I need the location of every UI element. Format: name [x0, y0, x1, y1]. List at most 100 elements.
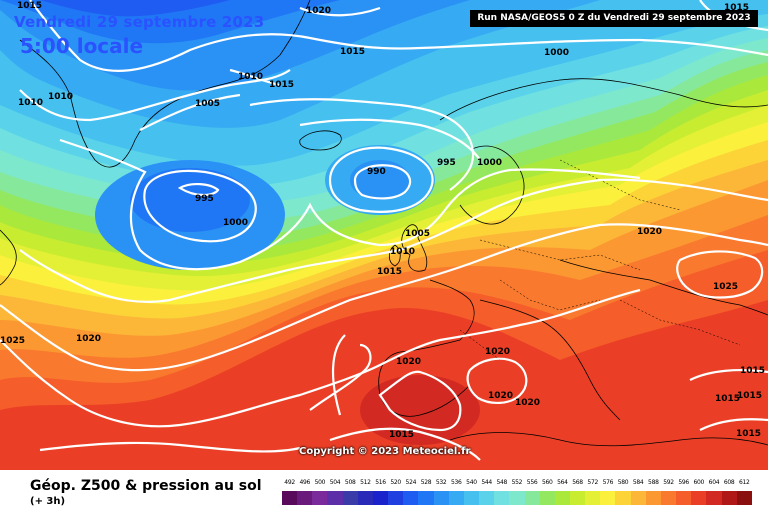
isobar-label: 1020	[637, 227, 662, 237]
scale-label: 512	[360, 479, 371, 486]
isobar-label: 1015	[715, 394, 740, 404]
scale-swatch	[448, 491, 464, 505]
scale-swatch	[569, 491, 586, 505]
scale-swatch	[372, 491, 389, 505]
copyright-notice: Copyright © 2023 Meteociel.fr	[299, 446, 471, 457]
isobar-1015-mid	[229, 68, 281, 87]
scale-swatch	[585, 491, 601, 505]
scale-swatch	[660, 491, 677, 505]
isobar-label: 1015	[724, 3, 749, 13]
scale-swatch	[327, 491, 343, 505]
isobar-1015-east-b	[699, 418, 768, 431]
isobar-label: 1025	[0, 336, 25, 346]
scale-swatch	[357, 491, 373, 505]
color-scale-bar	[282, 491, 752, 505]
coast-north-africa	[449, 432, 768, 447]
scale-swatch	[721, 491, 737, 505]
scale-label: 608	[723, 479, 735, 486]
band-524	[40, 0, 230, 17]
scale-label: 544	[481, 479, 492, 486]
scale-swatch	[312, 491, 328, 505]
isobar-label: 1010	[48, 92, 73, 102]
scale-swatch	[736, 491, 752, 505]
isobar-label: 1020	[396, 357, 421, 367]
isobar-995-east	[328, 146, 434, 213]
scale-label: 528	[420, 479, 432, 486]
forecast-date: Vendredi 29 septembre 2023	[14, 13, 265, 31]
isobar-1015-east-a	[689, 368, 768, 381]
scale-label: 588	[648, 479, 659, 486]
isobar-label: 1015	[377, 267, 402, 277]
isobar-label: 1020	[488, 391, 513, 401]
scale-label: 560	[541, 479, 553, 486]
coastlines	[0, 0, 768, 447]
scale-label: 584	[632, 479, 644, 486]
coast-labrador	[0, 229, 17, 286]
isobar-label: 1010	[390, 247, 415, 257]
coast-central-europe	[559, 259, 768, 316]
isobar-label: 990	[367, 167, 386, 177]
scale-swatch	[524, 491, 540, 505]
model-run-banner: Run NASA/GEOS5 0 Z du Vendredi 29 septem…	[470, 10, 758, 27]
isobar-1020-iberia-a	[309, 334, 372, 416]
isobar-990-west	[177, 183, 220, 197]
isobar-label: 995	[437, 158, 456, 168]
scale-label: 600	[693, 479, 705, 486]
scale-label: 508	[344, 479, 356, 486]
color-scale: 492 496 500 504 508 512 516 520 524 528 532 536 540 5…	[282, 479, 752, 509]
scale-swatch	[297, 491, 313, 505]
legend-title: Géop. Z500 & pression au sol	[30, 478, 262, 494]
scale-label: 540	[466, 479, 477, 486]
scale-label: 576	[602, 479, 614, 486]
isobar-label: 1015	[737, 391, 762, 401]
scale-label: 612	[738, 479, 750, 486]
isobar-1010	[19, 178, 768, 303]
scale-swatch	[433, 491, 449, 505]
scale-swatch	[706, 491, 722, 505]
legend-subtitle: (+ 3h)	[30, 496, 66, 507]
forecast-local-time: 5:00 locale	[20, 34, 144, 58]
low-pocket-east-core	[350, 160, 410, 200]
isobar-1005-loop	[299, 118, 481, 161]
scale-swatch	[479, 491, 495, 505]
isobar-label: 1015	[740, 366, 765, 376]
isobar-1015	[0, 223, 768, 372]
scale-label: 596	[678, 479, 689, 486]
scale-label: 516	[375, 479, 386, 486]
isobar-1025-south	[39, 441, 301, 453]
scale-label: 524	[405, 479, 417, 486]
isobar-label: 1015	[340, 47, 365, 57]
scale-label: 580	[617, 479, 629, 486]
isobar-label: 1015	[269, 80, 294, 90]
isobar-label: 1010	[18, 98, 43, 108]
isobar-label: 1015	[389, 430, 414, 440]
isobar-995-west	[143, 169, 257, 243]
scale-swatch	[615, 491, 631, 505]
isobar-label: 1020	[485, 347, 510, 357]
scale-label: 572	[587, 479, 598, 486]
scale-swatch	[539, 491, 555, 505]
isobar-1020-north	[299, 6, 381, 17]
isobar-label: 1000	[477, 158, 502, 168]
scale-label: 552	[511, 479, 523, 486]
isobar-label: 995	[195, 194, 214, 204]
scale-swatch	[645, 491, 661, 505]
scale-swatch	[388, 491, 404, 505]
isobar-label: 1005	[405, 229, 430, 239]
isobar-1020-mediterranean	[466, 357, 528, 404]
scale-swatch	[463, 491, 480, 505]
scale-swatch	[282, 491, 298, 505]
isobar-1015-africa	[329, 427, 481, 461]
border-4	[619, 299, 741, 346]
isobar-1020-iberia-b	[378, 370, 462, 432]
isobar-990-east	[353, 164, 412, 200]
isobar-label: 1005	[195, 99, 220, 109]
scale-label: 592	[663, 479, 674, 486]
scale-label: 520	[390, 479, 401, 486]
scale-swatch	[418, 491, 434, 505]
border-2	[499, 279, 601, 311]
coast-scandinavia	[459, 145, 525, 225]
low-pocket-west-core	[130, 168, 250, 232]
scale-label: 536	[451, 479, 462, 486]
isobar-1025-east	[676, 250, 764, 299]
